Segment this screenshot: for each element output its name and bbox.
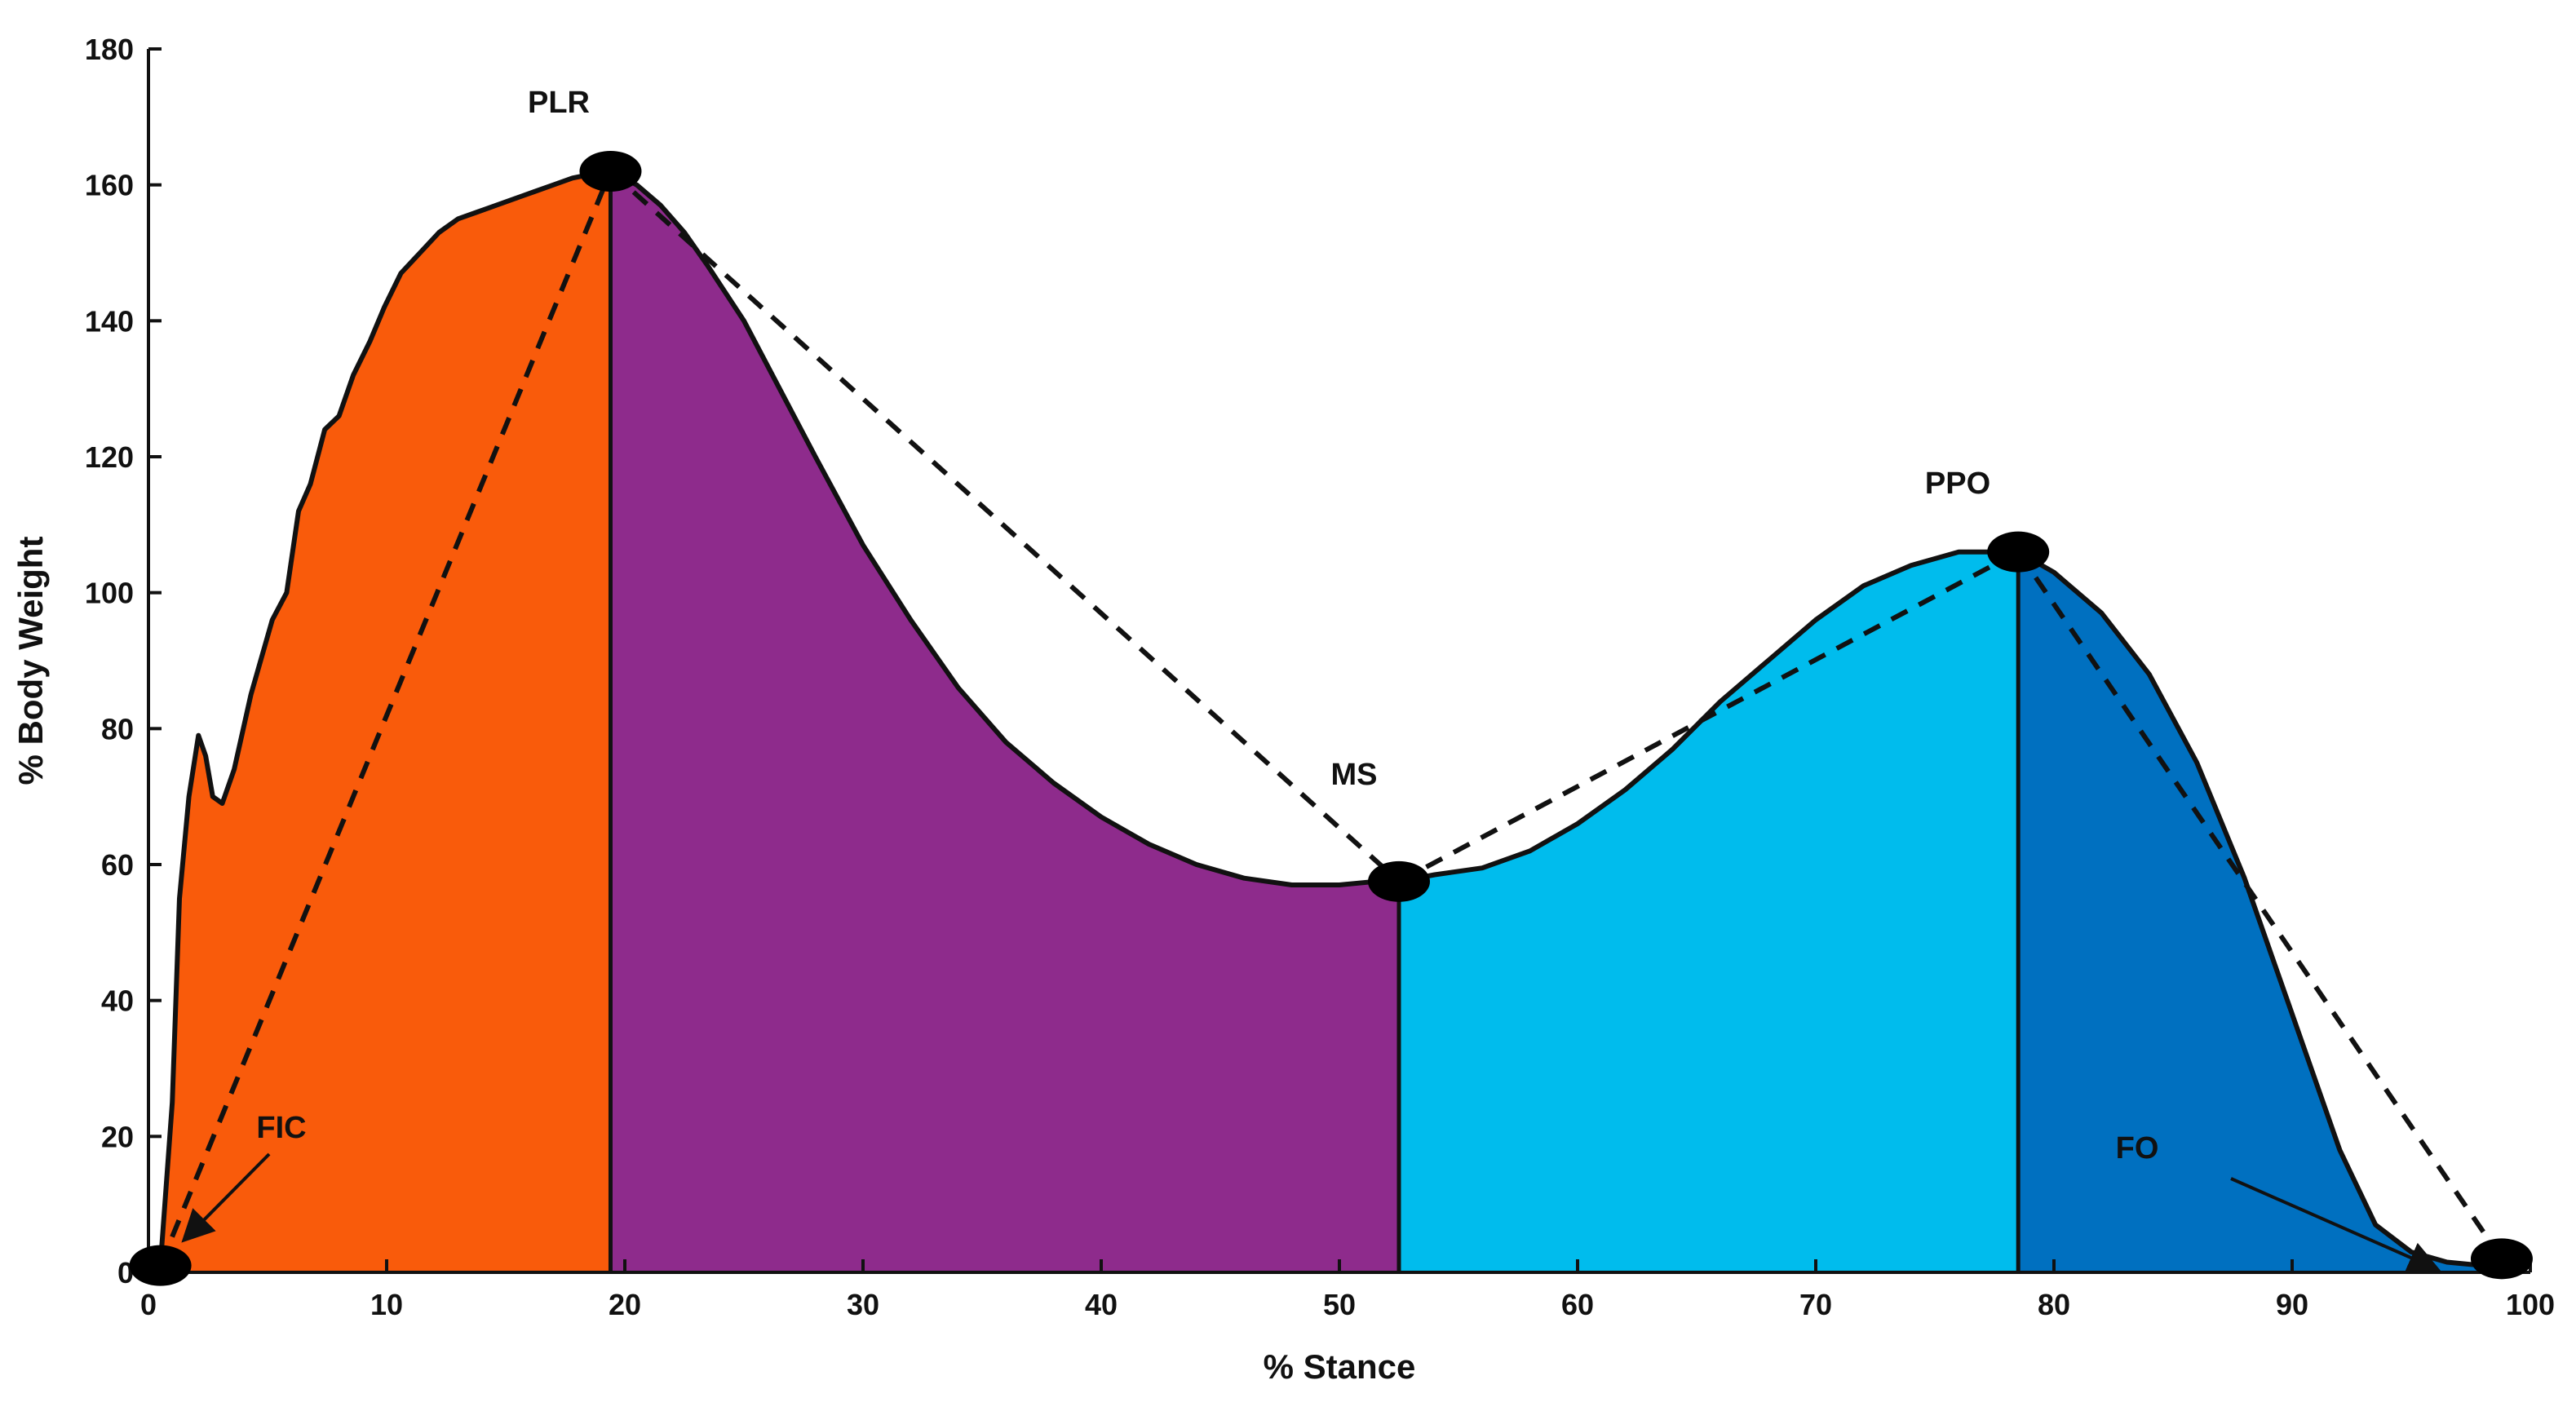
- y-axis-title: % Body Weight: [11, 537, 50, 785]
- y-tick-label: 120: [85, 440, 134, 474]
- dashed-connectors: [157, 169, 2504, 1267]
- x-tick-label: 50: [1323, 1288, 1356, 1321]
- x-tick-label: 10: [370, 1288, 403, 1321]
- x-tick-label: 80: [2038, 1288, 2070, 1321]
- x-tick-label: 70: [1799, 1288, 1832, 1321]
- phase-fill-4: [2018, 551, 2502, 1272]
- dashed-segment-ppo-fo: [2016, 550, 2504, 1261]
- dashed-segment-plr-ms: [609, 169, 1401, 884]
- axis-ticks: 0 10 20 30 40 50 60 70 80 90 100020406080100120140…: [85, 33, 2555, 1321]
- phase-fill-3: [1399, 551, 2019, 1272]
- x-tick-label: 40: [1085, 1288, 1118, 1321]
- y-tick-label: 100: [85, 577, 134, 610]
- phase-dividers: [608, 171, 2021, 1272]
- dashed-segment-fic-plr: [157, 170, 613, 1267]
- x-tick-label: 60: [1561, 1288, 1594, 1321]
- annotation-fo: FO: [2116, 1131, 2159, 1166]
- y-tick-label: 40: [101, 984, 134, 1018]
- fo-arrow: [2230, 1177, 2441, 1273]
- annotation-fic: FIC: [256, 1111, 306, 1145]
- key-point-ms: [1368, 860, 1430, 902]
- annotation-ppo: PPO: [1925, 467, 1990, 501]
- key-points: [129, 151, 2533, 1286]
- key-point-fic: [129, 1245, 192, 1286]
- phase-fill-2: [610, 171, 1399, 1272]
- force-curve: [157, 169, 2532, 1268]
- y-tick-label: 60: [101, 848, 134, 882]
- x-tick-label: 30: [847, 1288, 879, 1321]
- key-point-plr: [579, 151, 642, 192]
- annotation-plr: PLR: [528, 86, 590, 120]
- y-tick-label: 80: [101, 712, 134, 745]
- x-axis-title: % Stance: [1264, 1347, 1416, 1386]
- phase-fills: [160, 171, 2502, 1272]
- y-tick-label: 140: [85, 304, 134, 338]
- x-tick-label: 0: [140, 1288, 157, 1321]
- key-point-fo: [2470, 1238, 2533, 1280]
- y-tick-label: 160: [85, 169, 134, 202]
- y-tick-label: 180: [85, 33, 134, 66]
- annotation-ms: MS: [1331, 758, 1378, 792]
- force-curve-layer: [157, 169, 2532, 1268]
- x-tick-label: 100: [2506, 1288, 2555, 1321]
- dashed-segment-ms-ppo: [1397, 550, 2020, 884]
- x-tick-label: 90: [2276, 1288, 2308, 1321]
- fic-arrow: [181, 1152, 271, 1243]
- y-tick-label: 20: [101, 1120, 134, 1153]
- x-tick-label: 20: [609, 1288, 641, 1321]
- key-point-ppo: [1987, 531, 2050, 573]
